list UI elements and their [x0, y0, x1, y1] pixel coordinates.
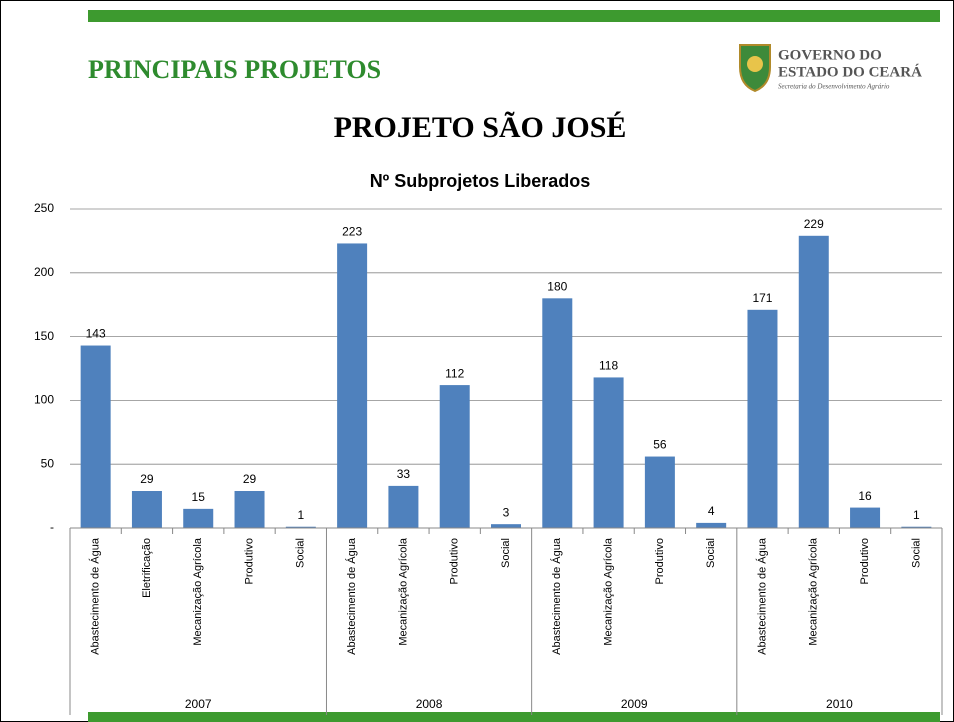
data-label: 112 — [445, 366, 464, 380]
x-tick-label: Mecanização Agrícola — [602, 537, 614, 645]
y-tick-label: 200 — [34, 265, 54, 279]
x-tick-label: Produtivo — [654, 538, 666, 584]
data-label: 223 — [342, 225, 362, 239]
bar — [696, 522, 727, 528]
bar — [285, 526, 316, 528]
data-label: 118 — [599, 359, 618, 373]
bar — [747, 309, 778, 528]
x-tick-label: Social — [910, 538, 922, 568]
bar — [388, 485, 419, 528]
data-label: 29 — [243, 472, 257, 486]
group-label: 2007 — [185, 697, 212, 711]
y-tick-label: 50 — [41, 456, 55, 470]
bar — [491, 524, 521, 528]
data-label: 180 — [547, 279, 567, 293]
top-band — [88, 10, 940, 22]
x-tick-label: Produtivo — [859, 538, 871, 584]
heading: PROJETO SÃO JOSÉ — [334, 111, 627, 144]
bar — [80, 345, 111, 528]
logo-emblem — [747, 56, 763, 72]
x-tick-label: Social — [705, 538, 717, 568]
x-tick-label: Abastecimento de Água — [755, 537, 768, 655]
x-tick-label: Mecanização Agrícola — [192, 537, 204, 645]
x-tick-label: Eletrificação — [141, 538, 153, 598]
bar — [850, 507, 881, 528]
y-tick-label: - — [50, 520, 54, 534]
data-label: 1 — [913, 508, 920, 522]
logo — [739, 44, 771, 93]
y-tick-label: 250 — [34, 201, 54, 215]
bar — [593, 377, 624, 528]
data-label: 15 — [192, 490, 206, 504]
y-tick-label: 100 — [34, 393, 54, 407]
logo-line2: ESTADO DO CEARÁ — [778, 63, 922, 80]
bar — [439, 385, 470, 528]
group-label: 2008 — [416, 697, 443, 711]
x-tick-label: Produtivo — [449, 538, 461, 584]
data-label: 4 — [708, 504, 715, 518]
logo-subtitle: Secretaria do Desenvolvimento Agrário — [778, 83, 890, 91]
data-label: 171 — [752, 291, 772, 305]
bottom-band — [88, 712, 940, 722]
bar — [798, 235, 829, 528]
data-label: 1 — [297, 508, 304, 522]
data-label: 33 — [397, 467, 411, 481]
x-tick-label: Abastecimento de Água — [89, 537, 102, 655]
header-title: PRINCIPAIS PROJETOS — [88, 55, 381, 84]
x-tick-label: Social — [500, 538, 512, 568]
x-tick-label: Mecanização Agrícola — [397, 537, 409, 645]
data-label: 143 — [86, 327, 106, 341]
bar — [901, 526, 932, 528]
x-tick-label: Abastecimento de Água — [550, 537, 563, 655]
data-label: 3 — [503, 505, 510, 519]
group-label: 2010 — [826, 697, 853, 711]
bar — [644, 456, 675, 528]
bar — [542, 298, 573, 528]
x-tick-label: Social — [295, 538, 307, 568]
chart-title: Nº Subprojetos Liberados — [370, 171, 591, 191]
data-label: 56 — [653, 438, 667, 452]
x-tick-label: Produtivo — [243, 538, 255, 584]
bar — [234, 490, 265, 528]
bar — [183, 508, 214, 528]
y-tick-label: 150 — [34, 329, 54, 343]
bar — [131, 490, 162, 528]
x-tick-label: Mecanização Agrícola — [808, 537, 820, 645]
x-tick-label: Abastecimento de Água — [345, 537, 358, 655]
group-label: 2009 — [621, 697, 648, 711]
data-label: 229 — [804, 217, 824, 231]
data-label: 16 — [858, 489, 872, 503]
data-label: 29 — [140, 472, 154, 486]
bar — [337, 243, 368, 528]
logo-line1: GOVERNO DO — [778, 47, 882, 63]
